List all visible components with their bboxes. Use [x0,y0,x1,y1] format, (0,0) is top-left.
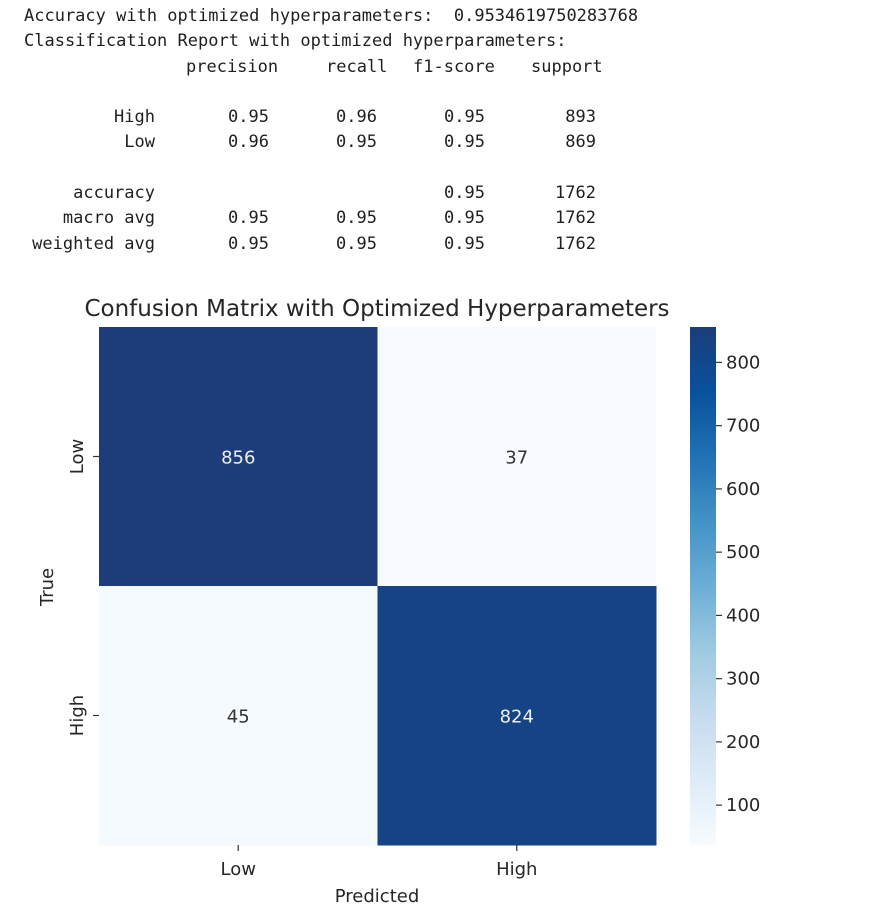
summary-row: macro avg 0.95 0.95 0.95 1762 [62,208,596,229]
y-axis-label: True [37,568,58,607]
summary-row: accuracy 0.95 1762 [73,183,596,204]
report-header-row: precision recall f1-score support [24,55,638,80]
y-tick-label: Low [67,439,88,474]
chart-title: Confusion Matrix with Optimized Hyperpar… [84,296,669,322]
summary-row: weighted avg 0.95 0.95 0.95 1762 [32,233,596,254]
cell-value-label: 856 [221,448,255,469]
cell-value-label: 824 [500,707,534,728]
report-row: Low 0.96 0.95 0.95 869 [124,132,596,153]
colorbar-tick-label: 200 [726,732,760,753]
report-row: High 0.95 0.96 0.95 893 [114,107,596,128]
header-recall: recall [326,56,388,77]
colorbar-tick-label: 700 [726,416,760,437]
header-support: support [531,56,603,77]
colorbar-tick-label: 300 [726,669,760,690]
heatmap-cell [99,586,378,846]
colorbar-tick-label: 600 [726,479,760,500]
x-tick-label: Low [221,859,256,880]
y-axis: Low High [67,439,99,736]
heatmap-cell [377,586,657,846]
heatmap-cell [99,327,378,587]
colorbar-tick-label: 800 [726,352,760,373]
header-precision: precision [186,56,279,77]
heatmap-cells: 856 37 45 824 [99,327,657,846]
header-f1: f1-score [413,56,495,77]
cell-value-label: 45 [227,707,250,728]
cell-value-label: 37 [505,448,528,469]
y-tick-label: High [67,695,88,736]
colorbar-tick-label: 100 [726,795,760,816]
colorbar-tick-label: 500 [726,542,760,563]
heatmap-cell [377,327,657,587]
colorbar: 100 200 300 400 500 600 700 800 [690,327,760,845]
notebook-output: Accuracy with optimized hyperparameters:… [24,4,638,257]
x-tick-label: High [496,859,537,880]
colorbar-tick-label: 400 [726,605,760,626]
colorbar-gradient [690,327,716,845]
accuracy-line: Accuracy with optimized hyperparameters:… [24,6,639,26]
x-axis: Low High [221,845,537,880]
confusion-matrix-figure: Confusion Matrix with Optimized Hyperpar… [37,296,760,907]
report-title: Classification Report with optimized hyp… [24,31,567,52]
x-axis-label: Predicted [335,886,420,907]
